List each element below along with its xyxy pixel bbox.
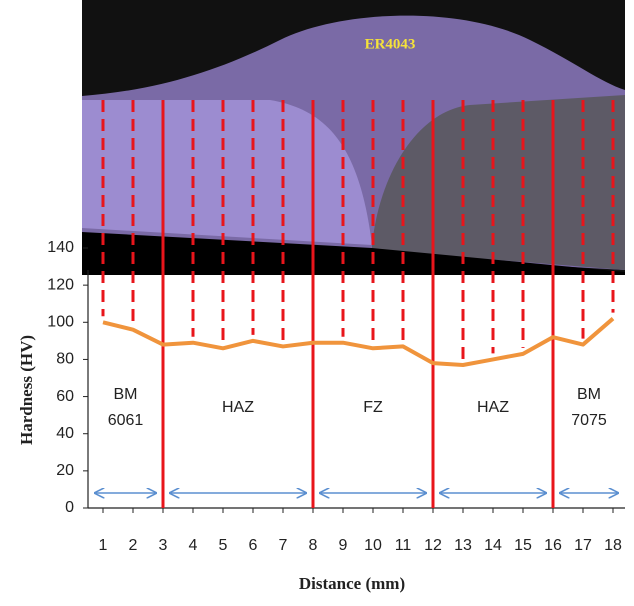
x-tick-label: 14: [484, 537, 502, 554]
filler-label: ER4043: [365, 36, 416, 52]
y-tick-label: 80: [56, 351, 74, 368]
y-tick-label: 60: [56, 388, 74, 405]
zone-label: 7075: [571, 412, 607, 429]
weld-photo: ER4043: [82, 0, 625, 275]
y-axis-title: Hardness (HV): [17, 335, 36, 445]
x-tick-label: 4: [189, 537, 198, 554]
x-tick-label: 7: [279, 537, 288, 554]
zone-label: FZ: [363, 399, 383, 416]
zone-label: 6061: [108, 412, 144, 429]
x-tick-label: 5: [219, 537, 228, 554]
y-tick-label: 100: [47, 314, 74, 331]
y-tick-label: 0: [65, 499, 74, 516]
x-tick-label: 3: [159, 537, 168, 554]
x-axis-title: Distance (mm): [299, 574, 405, 593]
y-tick-label: 40: [56, 425, 74, 442]
zone-label: HAZ: [222, 399, 254, 416]
x-tick-label: 16: [544, 537, 562, 554]
plate-7075: [372, 95, 625, 270]
zone-label: HAZ: [477, 399, 509, 416]
x-tick-label: 18: [604, 537, 622, 554]
photo-bottom: [82, 232, 625, 275]
x-tick-label: 6: [249, 537, 258, 554]
plate-6061: [82, 100, 372, 245]
x-tick-label: 12: [424, 537, 442, 554]
x-tick-label: 2: [129, 537, 138, 554]
y-tick-label: 120: [47, 276, 74, 293]
y-tick-label: 140: [47, 239, 74, 256]
zone-label: BM: [577, 386, 601, 403]
x-tick-label: 11: [395, 537, 412, 554]
x-tick-label: 9: [339, 537, 348, 554]
x-tick-label: 8: [309, 537, 318, 554]
hardness-line: [102, 317, 615, 367]
x-tick-label: 1: [99, 537, 108, 554]
x-tick-label: 13: [454, 537, 472, 554]
x-tick-label: 10: [364, 537, 382, 554]
zone-label: BM: [114, 386, 138, 403]
x-tick-label: 17: [574, 537, 592, 554]
x-tick-label: 15: [514, 537, 532, 554]
y-tick-label: 20: [56, 462, 74, 479]
